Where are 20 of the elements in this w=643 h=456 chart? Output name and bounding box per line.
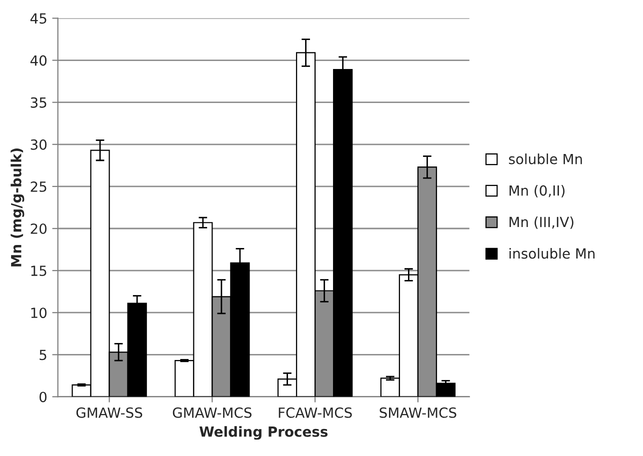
y-tick-label: 30	[30, 139, 47, 150]
y-tick-label: 35	[30, 97, 46, 108]
y-tick-label: 0	[40, 392, 47, 402]
x-axis-title: Welding Process	[199, 426, 328, 440]
legend-label: Mn (0,II)	[510, 185, 565, 198]
x-tick-label: FCAW-MCS	[278, 407, 352, 418]
x-tick-label: SMAW-MCS	[380, 407, 456, 418]
x-tick-label: GMAW-MCS	[172, 407, 252, 418]
y-tick-label: 10	[31, 308, 47, 318]
y-tick-label: 5	[40, 350, 46, 360]
legend-label: insoluble Mn	[510, 248, 595, 259]
y-tick-label: 40	[30, 55, 47, 66]
legend-label: Mn (III,IV)	[510, 216, 574, 229]
y-axis-title: Mn (mg/g-bulk)	[10, 148, 24, 266]
y-tick-label: 15	[31, 266, 46, 276]
y-tick-label: 45	[30, 13, 46, 24]
y-tick-label: 20	[30, 223, 47, 234]
legend-label: soluble Mn	[508, 154, 582, 164]
y-tick-label: 25	[30, 181, 46, 192]
x-tick-label: GMAW-SS	[76, 407, 142, 418]
